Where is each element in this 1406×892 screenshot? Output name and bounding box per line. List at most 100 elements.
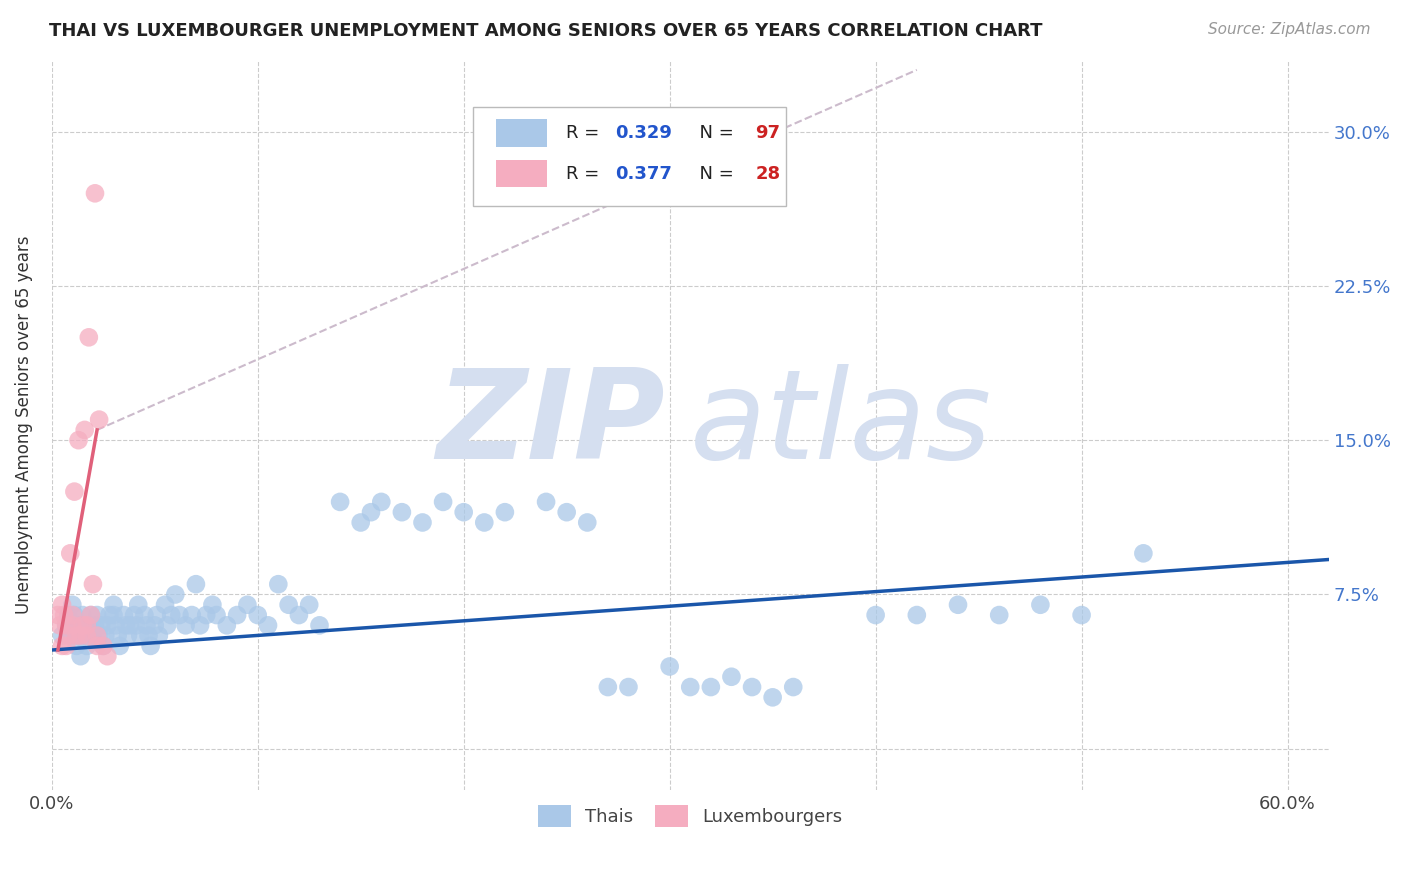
Point xyxy=(59,629,82,643)
Point xyxy=(617,680,640,694)
Point xyxy=(80,608,103,623)
Point xyxy=(905,608,928,623)
Point xyxy=(174,618,197,632)
Point xyxy=(160,608,183,623)
Point xyxy=(76,639,98,653)
Point xyxy=(184,577,207,591)
Point xyxy=(205,608,228,623)
Point xyxy=(596,680,619,694)
Point xyxy=(117,629,139,643)
Point xyxy=(127,598,149,612)
Point xyxy=(277,598,299,612)
Point xyxy=(988,608,1011,623)
Point xyxy=(453,505,475,519)
Point xyxy=(73,629,96,643)
Point xyxy=(72,608,94,623)
Point xyxy=(741,680,763,694)
Text: Source: ZipAtlas.com: Source: ZipAtlas.com xyxy=(1208,22,1371,37)
Point xyxy=(98,608,121,623)
Point xyxy=(77,330,100,344)
Point xyxy=(63,608,86,623)
Point xyxy=(86,608,108,623)
Point xyxy=(298,598,321,612)
Point xyxy=(1132,546,1154,560)
Point xyxy=(90,618,112,632)
Point xyxy=(138,629,160,643)
Text: 28: 28 xyxy=(755,164,780,183)
Point xyxy=(288,608,311,623)
Point xyxy=(96,649,118,664)
Point xyxy=(246,608,269,623)
Point xyxy=(762,690,785,705)
Point xyxy=(391,505,413,519)
Point xyxy=(91,639,114,653)
Text: R =: R = xyxy=(567,124,606,143)
Point xyxy=(135,618,157,632)
Point xyxy=(76,618,98,632)
Point xyxy=(679,680,702,694)
Point xyxy=(65,639,87,653)
Point xyxy=(112,608,135,623)
Point xyxy=(60,608,83,623)
Point xyxy=(84,186,107,201)
Point xyxy=(67,618,90,632)
Point xyxy=(115,618,138,632)
Point xyxy=(55,639,77,653)
Point xyxy=(180,608,202,623)
Point xyxy=(86,629,108,643)
Point xyxy=(51,598,73,612)
Point xyxy=(555,505,578,519)
Point xyxy=(60,618,83,632)
Point xyxy=(67,433,90,447)
Point xyxy=(94,629,117,643)
Point xyxy=(69,649,91,664)
Point xyxy=(86,639,108,653)
Point xyxy=(946,598,969,612)
Point xyxy=(65,629,87,643)
Point xyxy=(53,608,76,623)
Point xyxy=(700,680,723,694)
Point xyxy=(63,484,86,499)
Point xyxy=(82,629,104,643)
Point xyxy=(360,505,382,519)
Point xyxy=(55,618,77,632)
Point xyxy=(89,629,111,643)
FancyBboxPatch shape xyxy=(474,107,786,206)
Point xyxy=(65,629,87,643)
Point xyxy=(370,495,392,509)
Point xyxy=(107,629,129,643)
Point xyxy=(58,629,80,643)
Point xyxy=(80,608,103,623)
Point xyxy=(118,618,141,632)
Point xyxy=(1070,608,1092,623)
Point xyxy=(84,618,107,632)
Point xyxy=(411,516,433,530)
Legend: Thais, Luxembourgers: Thais, Luxembourgers xyxy=(529,796,851,836)
Point xyxy=(236,598,259,612)
Point xyxy=(1029,598,1052,612)
Text: ZIP: ZIP xyxy=(436,364,665,485)
Point xyxy=(49,618,72,632)
Point xyxy=(153,598,176,612)
Point xyxy=(125,618,148,632)
Text: 0.329: 0.329 xyxy=(614,124,672,143)
Point xyxy=(51,639,73,653)
FancyBboxPatch shape xyxy=(496,160,547,187)
Point xyxy=(156,618,179,632)
Point xyxy=(89,412,111,426)
Point xyxy=(432,495,454,509)
Text: N =: N = xyxy=(688,164,740,183)
Point xyxy=(58,608,80,623)
Point xyxy=(76,629,98,643)
Point xyxy=(165,587,187,601)
Point xyxy=(472,516,495,530)
Point xyxy=(72,618,94,632)
Point xyxy=(195,608,218,623)
Text: N =: N = xyxy=(688,124,740,143)
Point xyxy=(720,670,742,684)
Point xyxy=(122,608,145,623)
Point xyxy=(134,608,156,623)
Point xyxy=(257,618,280,632)
Point xyxy=(201,598,224,612)
Point xyxy=(108,639,131,653)
